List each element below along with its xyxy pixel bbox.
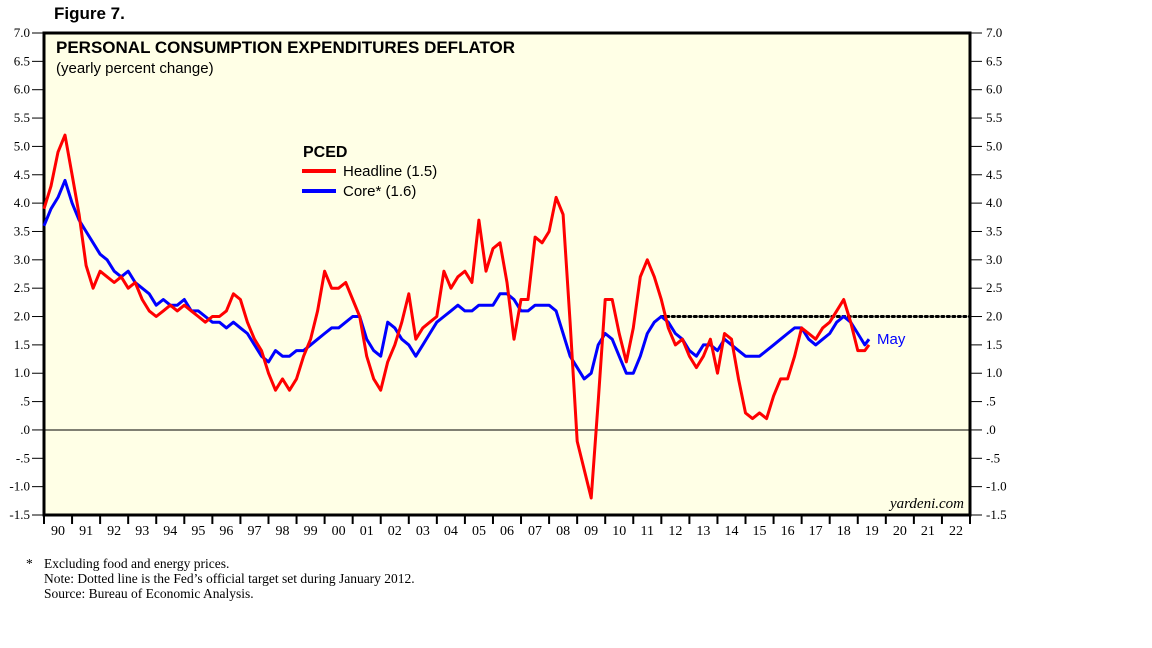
x-tick-label: 21 [921, 524, 935, 539]
legend-title: PCED [303, 144, 347, 161]
y-tick-label-right: 3.5 [986, 223, 1002, 238]
may-annotation: May [877, 331, 906, 348]
y-axis-left: 7.0 6.5 6.0 5.5 5.0 4.5 4.0 3.5 3.0 2.5 2.0 1.5 1.0.… [9, 25, 44, 522]
y-tick-label-left: 1.0 [14, 365, 30, 380]
chart-title: PERSONAL CONSUMPTION EXPENDITURES DEFLAT… [56, 38, 515, 57]
y-tick-label-right: 4.5 [986, 167, 1002, 182]
series-line-headline [42, 133, 871, 500]
figure-label: Figure 7. [54, 4, 125, 23]
x-tick-label: 08 [556, 524, 570, 539]
x-tick-label: 00 [332, 524, 346, 539]
y-tick-label-right: 5.5 [986, 110, 1002, 125]
x-tick-label: 15 [753, 524, 767, 539]
x-tick-label: 03 [416, 524, 430, 539]
y-tick-label-right: 5.0 [986, 138, 1002, 153]
y-tick-label-left: .5 [20, 394, 30, 409]
chart-subtitle: (yearly percent change) [56, 60, 214, 77]
x-tick-label: 94 [163, 524, 177, 539]
y-tick-label-right: 1.0 [986, 365, 1002, 380]
y-tick-label-left: 1.5 [14, 337, 30, 352]
y-tick-label-left: -.5 [16, 450, 30, 465]
y-tick-label-left: 7.0 [14, 25, 30, 40]
y-tick-label-left: 5.0 [14, 138, 30, 153]
y-tick-label-left: -1.5 [9, 507, 30, 522]
x-tick-label: 96 [219, 524, 233, 539]
x-tick-label: 18 [837, 524, 851, 539]
y-tick-label-right: 6.0 [986, 82, 1002, 97]
x-tick-label: 93 [135, 524, 149, 539]
x-tick-label: 11 [641, 524, 654, 539]
x-tick-label: 13 [696, 524, 710, 539]
y-tick-label-right: 1.5 [986, 337, 1002, 352]
x-axis: 90 91 92 93 94 95 96 97 98 99 00 01 02 03 04 05 06 07 08 09… [43, 515, 971, 539]
x-tick-label: 99 [304, 524, 318, 539]
x-tick-label: 05 [472, 524, 486, 539]
series-group [42, 133, 871, 500]
x-tick-label: 09 [584, 524, 598, 539]
y-tick-label-left: 5.5 [14, 110, 30, 125]
y-tick-label-right: -1.0 [986, 479, 1007, 494]
x-tick-label: 92 [107, 524, 121, 539]
chart: 7.0 6.5 6.0 5.5 5.0 4.5 4.0 3.5 3.0 2.5 2.0 1.5 1.0.… [9, 25, 1007, 539]
y-tick-label-left: 4.0 [14, 195, 30, 210]
x-tick-label: 04 [444, 524, 458, 539]
y-axis-right: 7.0 6.5 6.0 5.5 5.0 4.5 4.0 3.5 3.0 2.5 2.0 1.5 1.0.… [970, 25, 1007, 522]
x-tick-label: 10 [612, 524, 626, 539]
x-tick-label: 90 [51, 524, 65, 539]
footnote-core-definition: Excluding food and energy prices. [44, 556, 230, 571]
footnote-source: Source: Bureau of Economic Analysis. [44, 586, 254, 601]
y-tick-label-left: 6.0 [14, 82, 30, 97]
legend-label-core: Core* (1.6) [343, 183, 416, 200]
x-tick-label: 91 [79, 524, 93, 539]
brand-watermark: yardeni.com [888, 496, 964, 512]
y-tick-label-right: 2.5 [986, 280, 1002, 295]
y-tick-label-right: 3.0 [986, 252, 1002, 267]
y-tick-label-right: .0 [986, 422, 996, 437]
y-tick-label-right: 6.5 [986, 53, 1002, 68]
x-tick-label: 16 [781, 524, 795, 539]
x-tick-label: 20 [893, 524, 907, 539]
y-tick-label-right: -1.5 [986, 507, 1007, 522]
footnote-star: * [26, 556, 33, 571]
x-tick-label: 12 [668, 524, 682, 539]
y-tick-label-left: 2.5 [14, 280, 30, 295]
x-tick-label: 98 [276, 524, 290, 539]
y-tick-label-right: -.5 [986, 450, 1000, 465]
legend: PCED Headline (1.5) Core* (1.6) [302, 144, 437, 200]
legend-label-headline: Headline (1.5) [343, 163, 437, 180]
y-tick-label-right: 7.0 [986, 25, 1002, 40]
y-tick-label-left: -1.0 [9, 479, 30, 494]
y-tick-label-left: .0 [20, 422, 30, 437]
y-tick-label-left: 2.0 [14, 309, 30, 324]
x-tick-label: 07 [528, 524, 542, 539]
y-tick-label-left: 4.5 [14, 167, 30, 182]
x-tick-label: 17 [809, 524, 823, 539]
y-tick-label-left: 6.5 [14, 53, 30, 68]
x-tick-label: 95 [191, 524, 205, 539]
x-tick-label: 06 [500, 524, 514, 539]
y-tick-label-right: 4.0 [986, 195, 1002, 210]
x-tick-label: 19 [865, 524, 879, 539]
footnote-target-note: Note: Dotted line is the Fed’s official … [44, 571, 415, 586]
y-tick-label-left: 3.5 [14, 223, 30, 238]
x-tick-label: 01 [360, 524, 374, 539]
x-tick-label: 02 [388, 524, 402, 539]
x-tick-label: 97 [247, 524, 261, 539]
x-tick-label: 14 [724, 524, 738, 539]
y-tick-label-right: 2.0 [986, 309, 1002, 324]
x-tick-label: 22 [949, 524, 963, 539]
y-tick-label-left: 3.0 [14, 252, 30, 267]
reference-lines [44, 315, 972, 431]
footnotes: * Excluding food and energy prices. Note:… [26, 556, 415, 601]
y-tick-label-right: .5 [986, 394, 996, 409]
